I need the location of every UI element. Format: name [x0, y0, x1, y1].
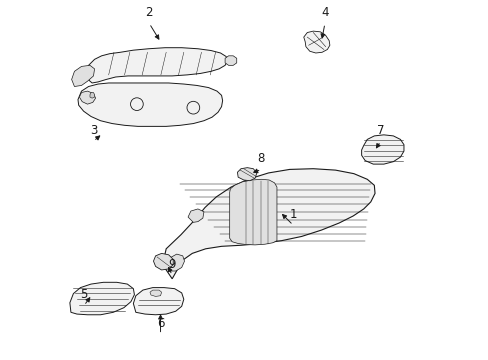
Polygon shape	[237, 168, 256, 181]
Text: 5: 5	[80, 288, 87, 301]
Text: 6: 6	[157, 317, 164, 330]
Text: 3: 3	[90, 123, 97, 136]
Text: 9: 9	[168, 258, 176, 271]
Polygon shape	[153, 253, 173, 270]
Polygon shape	[79, 91, 96, 104]
Polygon shape	[229, 179, 276, 245]
Polygon shape	[163, 169, 374, 279]
Polygon shape	[133, 288, 183, 315]
Text: 2: 2	[145, 6, 153, 19]
Polygon shape	[150, 290, 161, 296]
Polygon shape	[361, 135, 403, 164]
Text: 4: 4	[321, 6, 328, 19]
Polygon shape	[90, 93, 94, 98]
Text: 8: 8	[257, 152, 264, 165]
Polygon shape	[167, 254, 184, 271]
Polygon shape	[188, 209, 203, 222]
Polygon shape	[85, 48, 227, 83]
Polygon shape	[224, 56, 236, 66]
Text: 1: 1	[289, 208, 296, 221]
Polygon shape	[70, 282, 134, 315]
Text: 7: 7	[376, 123, 384, 136]
Polygon shape	[78, 83, 222, 126]
Polygon shape	[71, 66, 94, 86]
Polygon shape	[303, 31, 329, 53]
